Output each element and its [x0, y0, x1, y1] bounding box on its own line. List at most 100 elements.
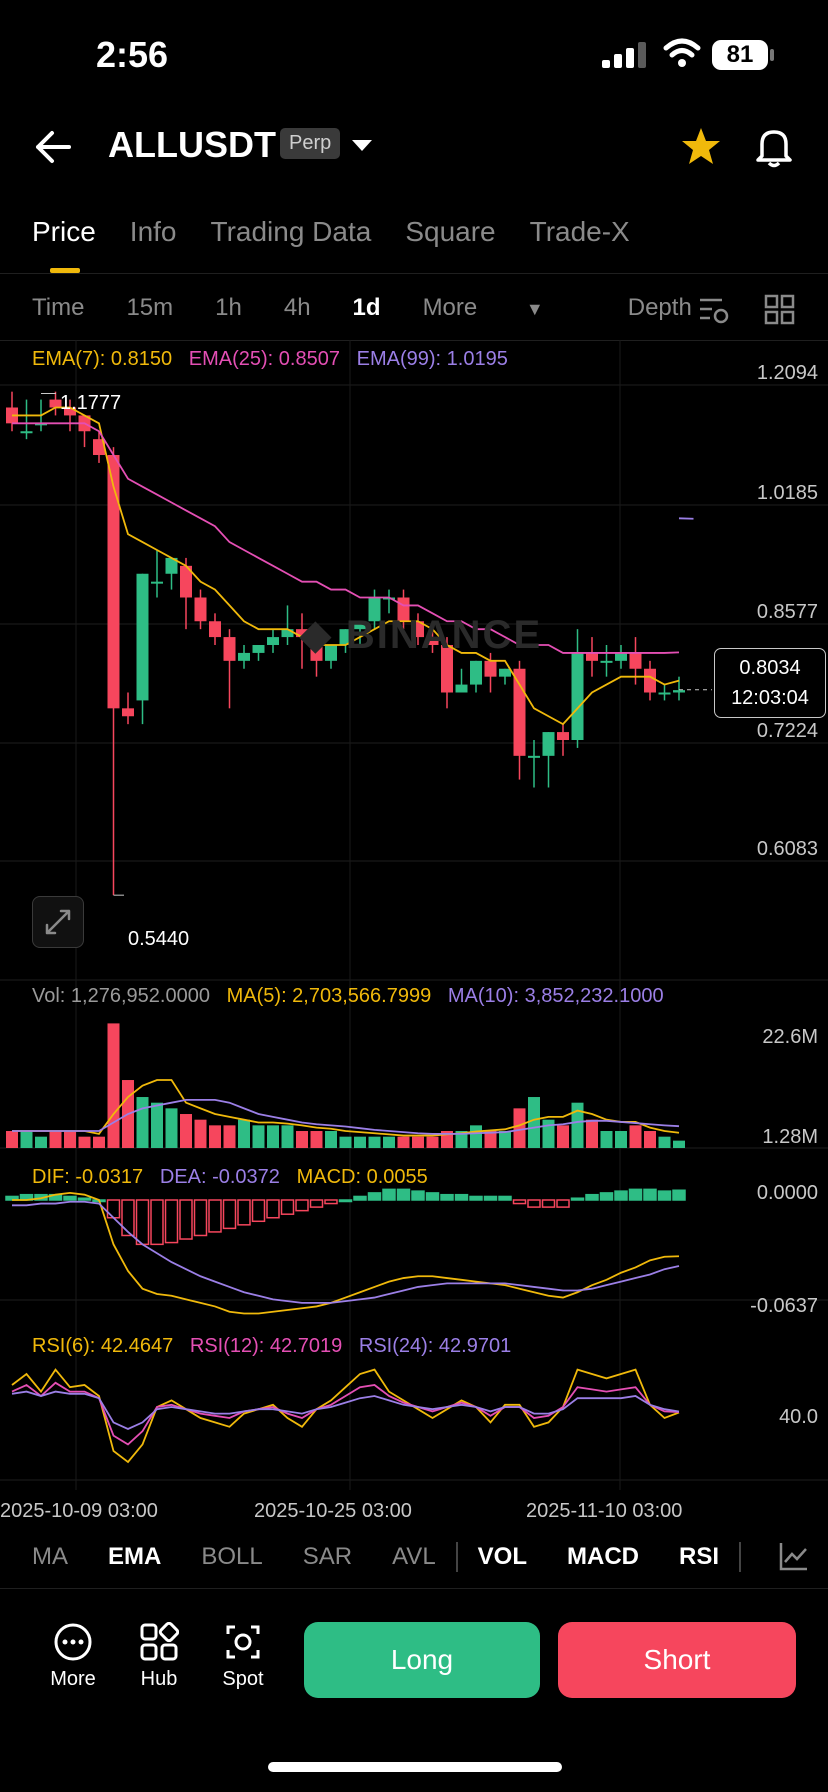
long-button[interactable]: Long [304, 1622, 540, 1698]
date-label: 2025-10-25 03:00 [254, 1500, 412, 1522]
chevron-down-icon: ▼ [525, 299, 544, 319]
bottom-hub[interactable]: Hub [124, 1621, 194, 1691]
interval-1d[interactable]: 1d [352, 294, 381, 321]
candle-body [629, 652, 642, 669]
volume-bar [644, 1131, 656, 1148]
macd-histogram-bar [527, 1199, 541, 1208]
trading-chart[interactable] [0, 340, 828, 1500]
interval-divider [0, 340, 828, 341]
macd-histogram-bar [164, 1199, 179, 1244]
indicator-vol[interactable]: VOL [477, 1543, 528, 1570]
volume-bar [557, 1125, 569, 1148]
battery-icon: 81 [712, 40, 768, 70]
bottom-divider [0, 1588, 828, 1589]
volume-bar [658, 1136, 671, 1148]
price-axis-label: 0.8577 [756, 601, 818, 623]
macd-histogram-bar [367, 1192, 382, 1201]
interval-15m[interactable]: 15m [126, 294, 174, 321]
rsi6-line [11, 1368, 680, 1464]
volume-bar [571, 1102, 584, 1148]
volume-bar [586, 1119, 598, 1148]
rsi24-label: RSI(24): 42.9701 [358, 1335, 512, 1357]
tab-price[interactable]: Price [32, 216, 96, 247]
candle-body [499, 668, 511, 677]
candle-body [194, 597, 207, 622]
tab-active-indicator [50, 268, 80, 273]
price-axis-label: 1.0185 [756, 482, 818, 504]
binance-watermark: ◆ BINANCE [300, 612, 542, 658]
ema7-line [12, 406, 680, 726]
interval-time[interactable]: Time [32, 294, 85, 321]
main-tabs: Price Info Trading Data Square Trade-X [32, 216, 664, 248]
expand-chart-button[interactable] [32, 896, 84, 948]
short-button[interactable]: Short [558, 1622, 796, 1698]
candle-body [557, 732, 569, 740]
layout-grid-icon[interactable] [764, 294, 796, 326]
candle-body [252, 645, 265, 653]
tab-trade-x[interactable]: Trade-X [529, 216, 630, 247]
rsi-legend: RSI(6): 42.4647 RSI(12): 42.7019 RSI(24)… [32, 1335, 511, 1358]
indicator-ma[interactable]: MA [32, 1543, 68, 1570]
tab-trading-data[interactable]: Trading Data [210, 216, 372, 247]
rsi12-label: RSI(12): 42.7019 [189, 1335, 343, 1357]
volume-bar [600, 1131, 613, 1148]
volume-bar [64, 1131, 76, 1148]
indicator-settings-icon[interactable] [778, 1540, 810, 1572]
candle-body [209, 621, 221, 638]
interval-more[interactable]: More ▼ [423, 294, 586, 322]
candle-countdown: 12:03:04 [731, 687, 809, 709]
candle-body [455, 684, 468, 693]
interval-1h[interactable]: 1h [215, 294, 242, 321]
candle-body [122, 708, 134, 717]
symbol-title[interactable]: ALLUSDT [108, 124, 276, 165]
candle-body [426, 637, 439, 645]
candle-body [325, 645, 337, 661]
back-arrow-icon[interactable] [34, 130, 72, 164]
indicator-boll[interactable]: BOLL [201, 1543, 263, 1570]
alert-bell-icon[interactable] [754, 126, 794, 168]
macd-histogram-bar [599, 1192, 614, 1201]
indicator-rsi[interactable]: RSI [679, 1543, 720, 1570]
macd-histogram-bar [208, 1199, 222, 1233]
volume-bar [281, 1125, 294, 1148]
tab-square[interactable]: Square [405, 216, 496, 247]
favorite-star-icon[interactable] [680, 126, 722, 166]
indicator-ema[interactable]: EMA [108, 1543, 162, 1570]
volume-bar [426, 1136, 439, 1148]
interval-4h[interactable]: 4h [283, 294, 311, 321]
bottom-more-label: More [50, 1668, 96, 1690]
indicator-macd[interactable]: MACD [567, 1543, 640, 1570]
macd-histogram-bar [121, 1199, 135, 1237]
perp-badge: Perp [280, 128, 341, 159]
macd-histogram-bar [309, 1199, 324, 1208]
bottom-more[interactable]: More [38, 1622, 108, 1691]
chart-settings-icon[interactable] [698, 294, 730, 326]
volume-bar [194, 1119, 207, 1148]
candle-body [107, 455, 120, 709]
date-label: 2025-11-10 03:00 [526, 1500, 683, 1522]
rsi24-line [11, 1390, 680, 1430]
candle-body [49, 399, 62, 408]
ema-legend: EMA(7): 0.8150 EMA(25): 0.8507 EMA(99): … [32, 348, 508, 371]
volume-bar [252, 1125, 265, 1148]
rsi-axis-label: 40.0 [779, 1406, 818, 1428]
volume-bar [238, 1119, 250, 1148]
symbol-dropdown-icon[interactable] [350, 138, 374, 154]
hub-grid-icon [140, 1621, 180, 1661]
candle-body [600, 660, 613, 663]
bottom-spot[interactable]: Spot [208, 1622, 278, 1691]
volume-bar [6, 1131, 18, 1148]
candle-body [484, 660, 497, 677]
macd-histogram-bar [338, 1199, 353, 1203]
cellular-signal-icon [602, 42, 646, 68]
volume-bar [339, 1136, 352, 1148]
candle-body [354, 621, 366, 630]
volume-bar [673, 1140, 685, 1148]
macd-histogram-bar [425, 1192, 440, 1201]
indicator-sar[interactable]: SAR [302, 1543, 353, 1570]
depth-tab[interactable]: Depth [627, 294, 692, 321]
tab-info[interactable]: Info [129, 216, 177, 247]
macd-histogram-bar [179, 1199, 193, 1240]
candle-body [571, 652, 584, 740]
indicator-avl[interactable]: AVL [392, 1543, 436, 1570]
